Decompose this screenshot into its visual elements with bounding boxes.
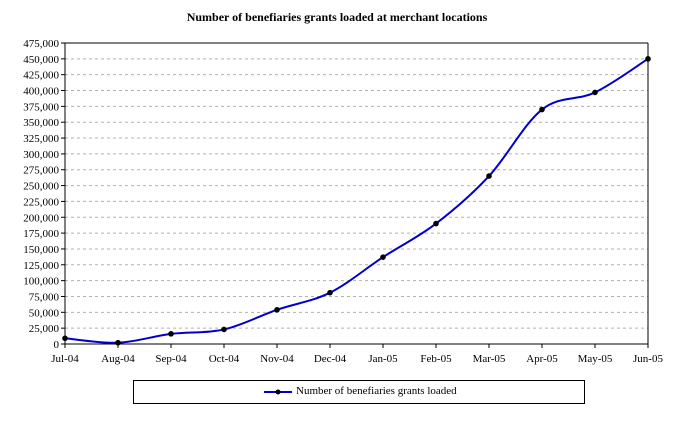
data-point xyxy=(327,289,333,296)
x-tick-label: Jul-04 xyxy=(51,353,79,365)
chart-title: Number of benefiaries grants loaded at m… xyxy=(186,10,488,24)
series-layer xyxy=(62,56,651,346)
y-tick-label: 425,000 xyxy=(23,70,59,82)
data-point xyxy=(539,106,545,113)
data-point xyxy=(433,220,439,227)
y-tick-label: 450,000 xyxy=(23,54,59,66)
y-tick-label: 375,000 xyxy=(23,101,59,113)
y-tick-label: 275,000 xyxy=(23,165,59,177)
data-point xyxy=(486,173,492,179)
y-tick-label: 100,000 xyxy=(23,276,59,288)
data-point xyxy=(115,339,121,346)
legend: Number of benefiaries grants loaded xyxy=(133,380,585,404)
data-point xyxy=(62,335,68,342)
x-tick-label: Apr-05 xyxy=(526,353,558,365)
y-tick-label: 50,000 xyxy=(29,307,60,319)
y-tick-label: 25,000 xyxy=(29,323,60,335)
x-tick-label: May-05 xyxy=(578,353,613,365)
data-point xyxy=(645,56,651,62)
legend-series-label: Number of benefiaries grants loaded xyxy=(296,385,457,397)
x-tick-label: Jan-05 xyxy=(368,353,398,365)
data-point xyxy=(221,326,227,333)
y-tick-label: 175,000 xyxy=(23,228,59,240)
data-point xyxy=(168,331,174,337)
y-tick-label: 325,000 xyxy=(23,133,59,145)
y-tick-label: 150,000 xyxy=(23,244,59,256)
x-tick-label: Mar-05 xyxy=(473,353,506,365)
x-tick-label: Jun-05 xyxy=(633,353,663,365)
data-point xyxy=(380,254,386,260)
line-chart: 0 25,000 50,000 75,000 100,000 125,000 150,000… xyxy=(23,38,663,365)
y-tick-label: 475,000 xyxy=(23,38,59,50)
axes xyxy=(61,42,649,348)
gridlines xyxy=(65,42,648,329)
y-tick-label: 350,000 xyxy=(23,117,59,129)
y-axis-tick-labels: 0 25,000 50,000 75,000 100,000 125,000 150,000… xyxy=(23,38,59,351)
y-tick-label: 200,000 xyxy=(23,212,59,224)
y-tick-label: 0 xyxy=(54,339,60,351)
y-tick-label: 400,000 xyxy=(23,86,59,98)
data-point xyxy=(274,306,280,313)
series-line xyxy=(64,57,649,344)
y-tick-label: 300,000 xyxy=(23,149,59,161)
x-tick-label: Dec-04 xyxy=(314,353,347,365)
x-axis-tick-labels: Jul-04 Aug-04 Sep-04 Oct-04 Nov-04 Dec-04 Jan-… xyxy=(51,353,663,365)
x-tick-label: Feb-05 xyxy=(420,353,452,365)
y-tick-label: 250,000 xyxy=(23,181,59,193)
y-tick-label: 225,000 xyxy=(23,196,59,208)
x-tick-label: Aug-04 xyxy=(101,353,135,365)
x-tick-label: Sep-04 xyxy=(155,353,187,365)
x-tick-label: Nov-04 xyxy=(260,353,294,365)
y-tick-label: 125,000 xyxy=(23,260,59,272)
y-tick-label: 75,000 xyxy=(29,291,60,303)
legend-series-swatch xyxy=(264,389,292,395)
x-tick-label: Oct-04 xyxy=(209,353,240,365)
data-point xyxy=(592,89,598,96)
